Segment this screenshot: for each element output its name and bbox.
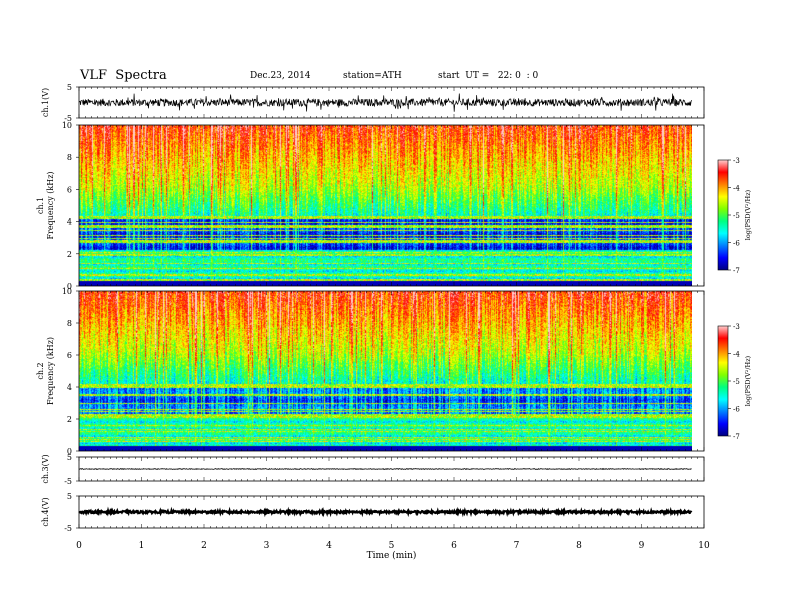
y-axis-label: ch.1(V) — [41, 88, 50, 117]
spectrogram-image — [79, 125, 692, 286]
colorbar-tick-label: -7 — [733, 267, 740, 275]
colorbar-tick-label: -5 — [733, 212, 740, 220]
y-tick-label: 2 — [67, 250, 72, 259]
x-tick-label: 10 — [698, 541, 710, 551]
ch3-waveform-line — [79, 467, 692, 471]
y-tick-label: 4 — [67, 383, 72, 392]
y-tick-label: 5 — [67, 83, 72, 92]
y-tick-label: -5 — [64, 114, 72, 123]
ch4-waveform-line — [78, 506, 693, 518]
date-label: Dec.23, 2014 — [250, 71, 311, 81]
y-axis-label: ch.3(V) — [41, 454, 50, 483]
y-tick-label: 8 — [67, 319, 72, 328]
y-tick-label: 8 — [67, 153, 72, 162]
y-tick-label: -5 — [64, 524, 72, 533]
y-tick-label: 6 — [67, 185, 72, 194]
y-axis-label: Frequency (kHz) — [46, 337, 55, 405]
y-tick-label: 0 — [67, 282, 72, 291]
colorbar-tick-label: -5 — [733, 378, 740, 386]
start-ut-label: start UT = 22: 0 : 0 — [438, 71, 539, 81]
x-tick-label: 8 — [576, 541, 582, 551]
y-axis-label: ch.2 — [36, 362, 45, 379]
y-axis-label: Frequency (kHz) — [46, 171, 55, 239]
x-tick-label: 6 — [451, 541, 457, 551]
chart-title: VLF Spectra — [80, 68, 167, 83]
y-axis-label: ch.1 — [36, 197, 45, 214]
y-axis-label: ch.4(V) — [41, 497, 50, 526]
colorbar-tick-label: -4 — [733, 351, 740, 359]
x-tick-label: 0 — [76, 541, 82, 551]
y-tick-label: 5 — [67, 492, 72, 501]
colorbar-label: log(PSD(V²/Hz) — [744, 355, 752, 406]
x-tick-label: 2 — [201, 541, 207, 551]
colorbar — [717, 325, 729, 437]
x-tick-label: 4 — [326, 541, 332, 551]
station-label: station=ATH — [343, 71, 402, 81]
y-tick-label: -5 — [64, 477, 72, 486]
x-axis-label: Time (min) — [367, 550, 417, 561]
colorbar-tick-label: -6 — [733, 240, 740, 248]
y-tick-label: 0 — [67, 447, 72, 456]
spectrogram-image — [79, 291, 692, 451]
colorbar-tick-label: -7 — [733, 433, 740, 441]
y-tick-label: 6 — [67, 351, 72, 360]
y-tick-label: 5 — [67, 453, 72, 462]
y-tick-label: 10 — [62, 121, 72, 130]
colorbar-label: log(PSD(V²/Hz) — [744, 189, 752, 240]
x-tick-label: 7 — [514, 541, 520, 551]
y-tick-label: 4 — [67, 218, 72, 227]
x-tick-label: 1 — [139, 541, 145, 551]
colorbar-tick-label: -4 — [733, 185, 740, 193]
colorbar-tick-label: -6 — [733, 406, 740, 414]
y-tick-label: 10 — [62, 287, 72, 296]
colorbar — [717, 159, 729, 271]
ch1-waveform-line — [78, 93, 692, 112]
y-tick-label: 2 — [67, 415, 72, 424]
colorbar-tick-label: -3 — [733, 157, 740, 165]
x-tick-label: 5 — [389, 541, 395, 551]
x-tick-label: 9 — [639, 541, 645, 551]
colorbar-tick-label: -3 — [733, 323, 740, 331]
x-tick-label: 3 — [264, 541, 270, 551]
